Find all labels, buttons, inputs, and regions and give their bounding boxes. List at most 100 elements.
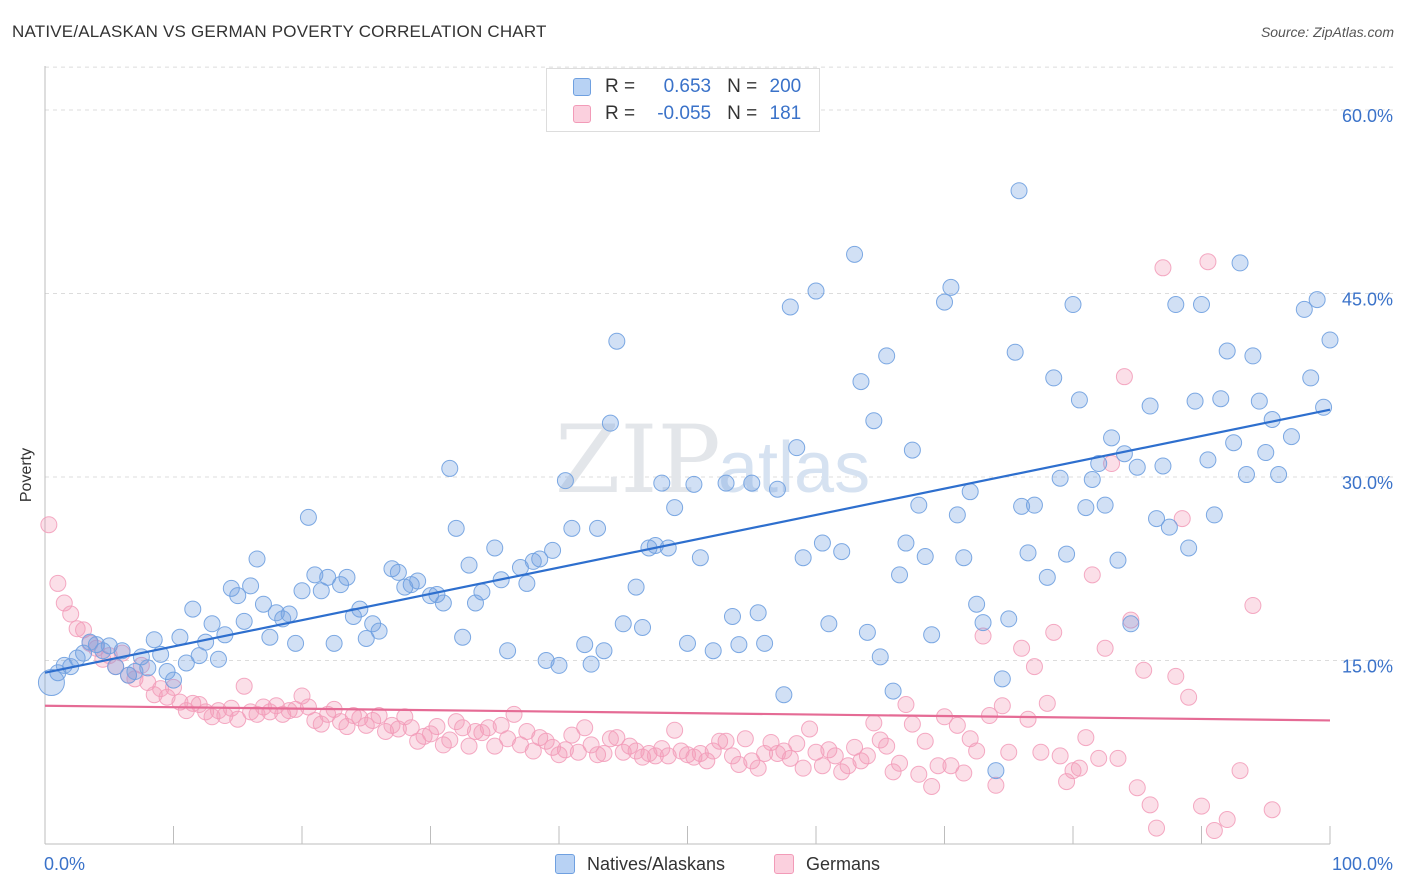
germans-point (1109, 749, 1127, 767)
natives-point (659, 539, 677, 557)
natives-point (1154, 457, 1172, 475)
natives-point (775, 686, 793, 704)
germans-point (62, 605, 80, 623)
natives-point (409, 572, 427, 590)
germans-point (942, 757, 960, 775)
germans-point (916, 732, 934, 750)
natives-point (370, 622, 388, 640)
natives-point (460, 556, 478, 574)
germans-point (1083, 566, 1101, 584)
germans-trend-line (44, 704, 1331, 722)
germans-point (145, 686, 163, 704)
natives-point (685, 475, 703, 493)
natives-point (1321, 331, 1339, 349)
natives-point (903, 441, 921, 459)
germans-point (1135, 661, 1153, 679)
germans-point (229, 710, 247, 728)
natives-point (184, 600, 202, 618)
natives-point (1090, 455, 1108, 473)
legend-r-label: R = (605, 103, 636, 124)
natives-point (441, 459, 459, 477)
germans-point (704, 742, 722, 760)
germans-point (833, 763, 851, 781)
germans-point (711, 732, 729, 750)
germans-point (691, 744, 709, 762)
natives-point (794, 549, 812, 567)
natives-point (1167, 296, 1185, 314)
germans-point (441, 731, 459, 749)
germans-point (460, 737, 478, 755)
germans-point (1019, 710, 1037, 728)
natives-point (749, 604, 767, 622)
germans-point (666, 721, 684, 739)
natives-point (730, 636, 748, 654)
germans-point (1096, 639, 1114, 657)
natives-point (293, 582, 311, 600)
germans-point (537, 732, 555, 750)
chart-title: NATIVE/ALASKAN VS GERMAN POVERTY CORRELA… (12, 22, 547, 41)
germans-point (479, 719, 497, 737)
natives-point (679, 634, 696, 652)
germans-point (158, 688, 176, 706)
natives-point (499, 642, 517, 660)
germans-point (608, 729, 626, 747)
germans-point (544, 738, 562, 756)
germans-point (422, 725, 439, 743)
germans-point (466, 722, 484, 740)
germans-point (589, 746, 607, 764)
germans-point (171, 693, 189, 711)
germans-point (826, 747, 844, 765)
germans-point (903, 715, 921, 733)
germans-point (1154, 259, 1172, 277)
natives-point (563, 519, 581, 537)
germans-point (968, 742, 986, 760)
germans-point (312, 715, 330, 733)
natives-point (364, 615, 382, 633)
germans-point (955, 764, 973, 782)
germans-point (338, 718, 356, 736)
germans-point (454, 719, 472, 737)
natives-point (1083, 470, 1101, 488)
natives-point (961, 483, 979, 501)
natives-point (1231, 254, 1249, 272)
natives-point (1010, 182, 1028, 200)
natives-point (1045, 369, 1063, 387)
natives-point (280, 605, 298, 623)
natives-point (788, 439, 806, 457)
natives-point (595, 642, 613, 660)
natives-point (1225, 434, 1243, 452)
germans-point (627, 742, 645, 760)
natives-point (332, 576, 350, 594)
natives-point (1000, 610, 1018, 628)
natives-point (1103, 429, 1121, 447)
natives-point (344, 607, 362, 625)
germans-point (659, 747, 677, 765)
natives-point (145, 631, 163, 649)
natives-point (87, 636, 105, 654)
legend-label-germans: Germans (806, 853, 881, 874)
germans-point (614, 743, 632, 761)
natives-point (878, 347, 896, 365)
natives-point (807, 282, 825, 300)
germans-point (820, 741, 838, 759)
natives-point (704, 642, 722, 660)
natives-point (871, 648, 889, 666)
natives-point (601, 414, 619, 432)
natives-point (743, 474, 761, 492)
germans-point (576, 719, 594, 737)
germans-point (993, 697, 1011, 715)
natives-point (1199, 451, 1217, 469)
natives-point (1019, 544, 1037, 562)
germans-point (878, 737, 896, 755)
natives-point (1186, 392, 1204, 410)
natives-point (158, 663, 176, 681)
natives-point (846, 245, 864, 263)
germans-point (1148, 819, 1166, 837)
germans-point (1013, 639, 1031, 657)
germans-point (865, 714, 883, 732)
germans-point (203, 708, 221, 726)
legend-r-label: R = (605, 76, 636, 97)
natives-point (544, 541, 562, 559)
natives-swatch (555, 854, 575, 874)
